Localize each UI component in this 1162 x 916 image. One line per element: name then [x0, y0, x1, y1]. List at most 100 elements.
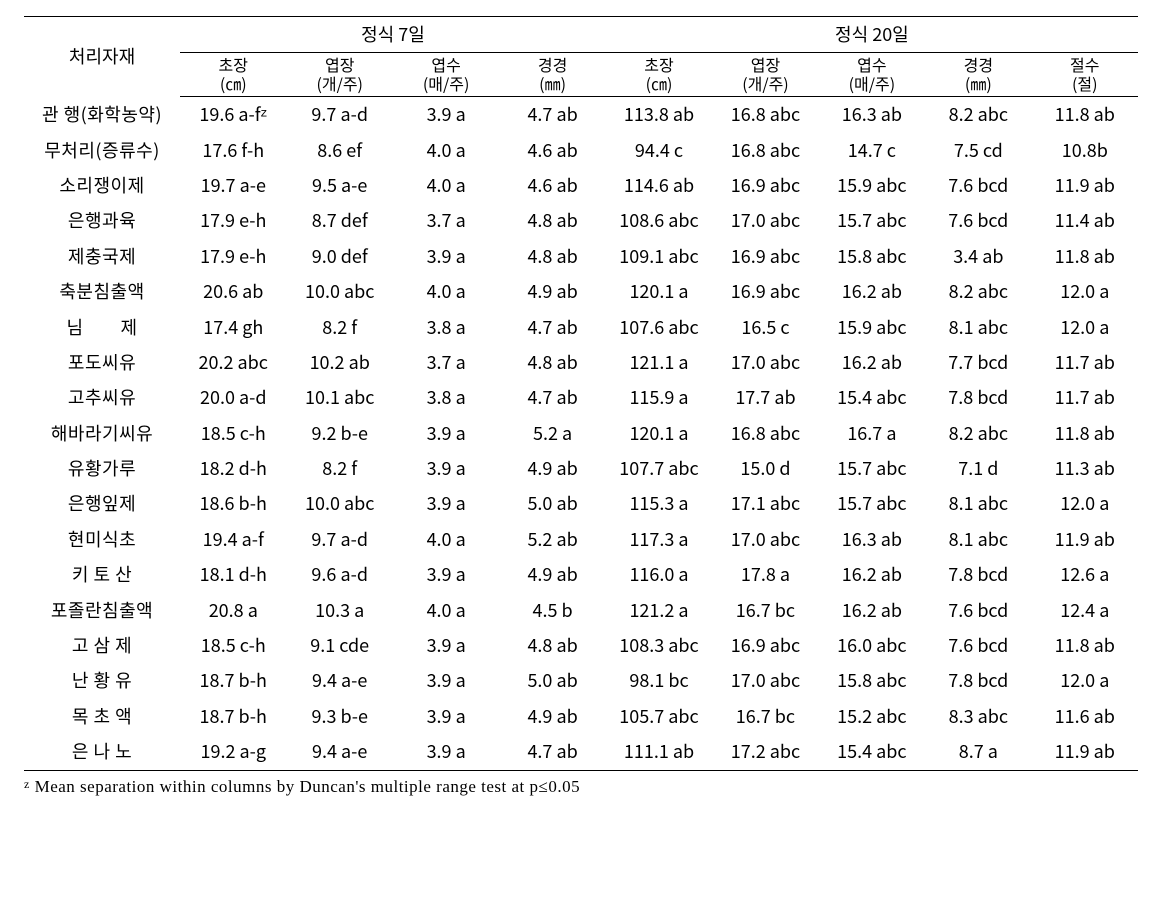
table-cell: 9.7 a-d	[286, 522, 392, 557]
table-cell: 15.9 abc	[819, 310, 925, 345]
row-label: 키 토 산	[24, 557, 180, 592]
table-cell: 5.0 ab	[499, 486, 605, 521]
table-cell: 16.7 bc	[712, 593, 818, 628]
table-cell: 16.2 ab	[819, 593, 925, 628]
table-cell: 4.8 ab	[499, 239, 605, 274]
table-cell: 5.2 ab	[499, 522, 605, 557]
table-row: 무처리(증류수)17.6 f-h8.6 ef4.0 a4.6 ab94.4 c1…	[24, 133, 1138, 168]
span-header-day7: 정식 7일	[180, 17, 606, 53]
table-cell: 9.0 def	[286, 239, 392, 274]
table-cell: 15.4 abc	[819, 734, 925, 770]
table-cell: 20.2 abc	[180, 345, 286, 380]
table-body: 관 행(화학농약)19.6 a-fᶻ9.7 a-d3.9 a4.7 ab113.…	[24, 97, 1138, 770]
table-cell: 17.6 f-h	[180, 133, 286, 168]
table-cell: 98.1 bc	[606, 663, 712, 698]
table-cell: 18.2 d-h	[180, 451, 286, 486]
table-cell: 10.2 ab	[286, 345, 392, 380]
table-cell: 121.2 a	[606, 593, 712, 628]
table-cell: 16.9 abc	[712, 274, 818, 309]
row-label: 난 황 유	[24, 663, 180, 698]
table-cell: 11.7 ab	[1032, 345, 1138, 380]
table-cell: 107.7 abc	[606, 451, 712, 486]
table-cell: 3.9 a	[393, 486, 499, 521]
table-row: 고 삼 제18.5 c-h9.1 cde3.9 a4.8 ab108.3 abc…	[24, 628, 1138, 663]
col-header: 엽수(매/주)	[819, 53, 925, 97]
row-label: 해바라기씨유	[24, 416, 180, 451]
table-cell: 16.8 abc	[712, 133, 818, 168]
table-cell: 8.2 abc	[925, 97, 1031, 133]
table-cell: 7.7 bcd	[925, 345, 1031, 380]
table-cell: 9.2 b-e	[286, 416, 392, 451]
table-row: 해바라기씨유18.5 c-h9.2 b-e3.9 a5.2 a120.1 a16…	[24, 416, 1138, 451]
table-cell: 8.1 abc	[925, 522, 1031, 557]
table-cell: 120.1 a	[606, 274, 712, 309]
table-cell: 15.2 abc	[819, 699, 925, 734]
table-cell: 16.0 abc	[819, 628, 925, 663]
table-cell: 11.8 ab	[1032, 97, 1138, 133]
table-cell: 4.7 ab	[499, 310, 605, 345]
table-cell: 18.5 c-h	[180, 416, 286, 451]
table-row: 님 제17.4 gh8.2 f3.8 a4.7 ab107.6 abc16.5 …	[24, 310, 1138, 345]
table-row: 축분침출액20.6 ab10.0 abc4.0 a4.9 ab120.1 a16…	[24, 274, 1138, 309]
table-cell: 4.8 ab	[499, 203, 605, 238]
table-cell: 3.4 ab	[925, 239, 1031, 274]
table-row: 관 행(화학농약)19.6 a-fᶻ9.7 a-d3.9 a4.7 ab113.…	[24, 97, 1138, 133]
table-cell: 18.7 b-h	[180, 663, 286, 698]
table-cell: 9.1 cde	[286, 628, 392, 663]
table-cell: 117.3 a	[606, 522, 712, 557]
table-cell: 108.6 abc	[606, 203, 712, 238]
table-cell: 15.8 abc	[819, 663, 925, 698]
table-cell: 11.9 ab	[1032, 734, 1138, 770]
table-cell: 4.9 ab	[499, 451, 605, 486]
table-cell: 16.2 ab	[819, 345, 925, 380]
row-label: 관 행(화학농약)	[24, 97, 180, 133]
table-cell: 9.4 a-e	[286, 663, 392, 698]
table-cell: 17.1 abc	[712, 486, 818, 521]
table-cell: 8.1 abc	[925, 310, 1031, 345]
table-cell: 4.0 a	[393, 274, 499, 309]
row-label: 소리쟁이제	[24, 168, 180, 203]
table-cell: 15.7 abc	[819, 486, 925, 521]
table-cell: 9.3 b-e	[286, 699, 392, 734]
table-cell: 7.8 bcd	[925, 380, 1031, 415]
table-cell: 111.1 ab	[606, 734, 712, 770]
table-cell: 105.7 abc	[606, 699, 712, 734]
table-cell: 8.3 abc	[925, 699, 1031, 734]
table-cell: 19.2 a-g	[180, 734, 286, 770]
table-cell: 3.7 a	[393, 203, 499, 238]
table-cell: 8.2 abc	[925, 274, 1031, 309]
row-label: 포졸란침출액	[24, 593, 180, 628]
table-cell: 8.2 abc	[925, 416, 1031, 451]
table-cell: 7.1 d	[925, 451, 1031, 486]
col-header: 절수(절)	[1032, 53, 1138, 97]
row-label: 은 나 노	[24, 734, 180, 770]
col-header: 엽장(개/주)	[286, 53, 392, 97]
table-cell: 18.6 b-h	[180, 486, 286, 521]
footnote-marker: z	[24, 777, 30, 791]
col-header: 경경(㎜)	[925, 53, 1031, 97]
table-row: 유황가루18.2 d-h8.2 f3.9 a4.9 ab107.7 abc15.…	[24, 451, 1138, 486]
table-cell: 4.8 ab	[499, 628, 605, 663]
table-cell: 108.3 abc	[606, 628, 712, 663]
table-cell: 17.7 ab	[712, 380, 818, 415]
span-header-day20: 정식 20일	[606, 17, 1138, 53]
row-label: 축분침출액	[24, 274, 180, 309]
table-row: 현미식초19.4 a-f9.7 a-d4.0 a5.2 ab117.3 a17.…	[24, 522, 1138, 557]
row-label: 고 삼 제	[24, 628, 180, 663]
table-cell: 3.9 a	[393, 557, 499, 592]
table-cell: 9.7 a-d	[286, 97, 392, 133]
col-header: 경경(㎜)	[499, 53, 605, 97]
table-cell: 11.6 ab	[1032, 699, 1138, 734]
table-cell: 3.8 a	[393, 310, 499, 345]
table-cell: 4.6 ab	[499, 133, 605, 168]
table-cell: 115.9 a	[606, 380, 712, 415]
table-cell: 17.0 abc	[712, 203, 818, 238]
table-cell: 116.0 a	[606, 557, 712, 592]
table-cell: 4.7 ab	[499, 380, 605, 415]
table-cell: 3.7 a	[393, 345, 499, 380]
col-header: 초장(㎝)	[606, 53, 712, 97]
table-cell: 5.0 ab	[499, 663, 605, 698]
table-cell: 8.6 ef	[286, 133, 392, 168]
table-cell: 11.9 ab	[1032, 168, 1138, 203]
table-row: 은 나 노19.2 a-g9.4 a-e3.9 a4.7 ab111.1 ab1…	[24, 734, 1138, 770]
